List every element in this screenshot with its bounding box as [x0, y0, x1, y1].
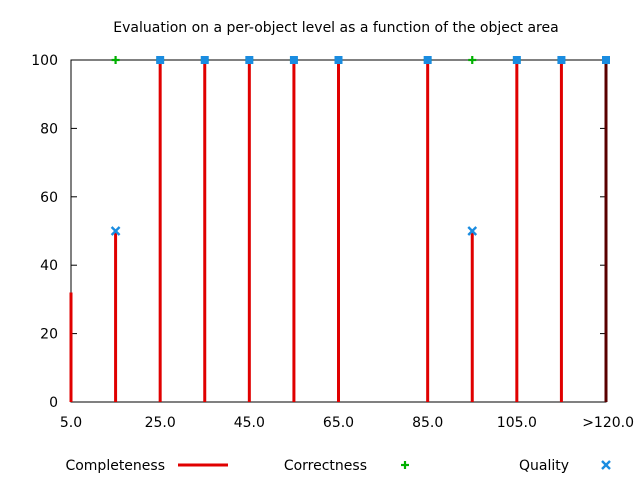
quality-point — [557, 56, 566, 64]
legend-item-completeness: Completeness — [65, 458, 228, 474]
legend-item-correctness: Correctness — [284, 458, 409, 474]
x-tick-label: 45.0 — [234, 415, 265, 431]
quality-point — [156, 56, 165, 64]
legend: Completeness Correctness Quality — [65, 458, 611, 474]
quality-point — [602, 56, 610, 64]
y-axis: 0 20 40 60 80 100 — [31, 53, 606, 411]
correctness-point — [111, 56, 120, 64]
quality-point — [512, 56, 521, 64]
quality-point — [423, 56, 432, 64]
quality-point — [245, 56, 254, 64]
y-tick-label: 60 — [40, 190, 58, 206]
x-tick-label: 85.0 — [412, 415, 443, 431]
y-tick-label: 100 — [31, 53, 58, 69]
quality-point — [334, 56, 343, 64]
series-layer — [69, 56, 610, 402]
legend-sample — [601, 460, 611, 470]
quality-point — [200, 56, 209, 64]
quality-point — [289, 56, 298, 64]
series-completeness — [69, 60, 608, 402]
y-tick-label: 80 — [40, 121, 58, 137]
legend-sample — [401, 461, 409, 469]
quality-point — [467, 226, 478, 236]
y-tick-label: 40 — [40, 258, 58, 274]
legend-label: Correctness — [284, 458, 367, 474]
correctness-point — [468, 56, 477, 64]
x-axis: 5.0 25.0 45.0 65.0 85.0 105.0 >120.0 — [60, 60, 634, 431]
legend-label: Completeness — [65, 458, 165, 474]
quality-point — [110, 226, 121, 236]
x-tick-label: 105.0 — [497, 415, 537, 431]
x-tick-label: 65.0 — [323, 415, 354, 431]
legend-item-quality: Quality — [519, 458, 611, 474]
y-tick-label: 20 — [40, 327, 58, 343]
y-tick-label: 0 — [49, 395, 58, 411]
x-tick-label: 5.0 — [60, 415, 82, 431]
chart-title: Evaluation on a per-object level as a fu… — [113, 20, 558, 36]
legend-label: Quality — [519, 458, 569, 474]
series-quality — [110, 56, 610, 236]
x-tick-label: 25.0 — [145, 415, 176, 431]
x-tick-label: >120.0 — [582, 415, 634, 431]
